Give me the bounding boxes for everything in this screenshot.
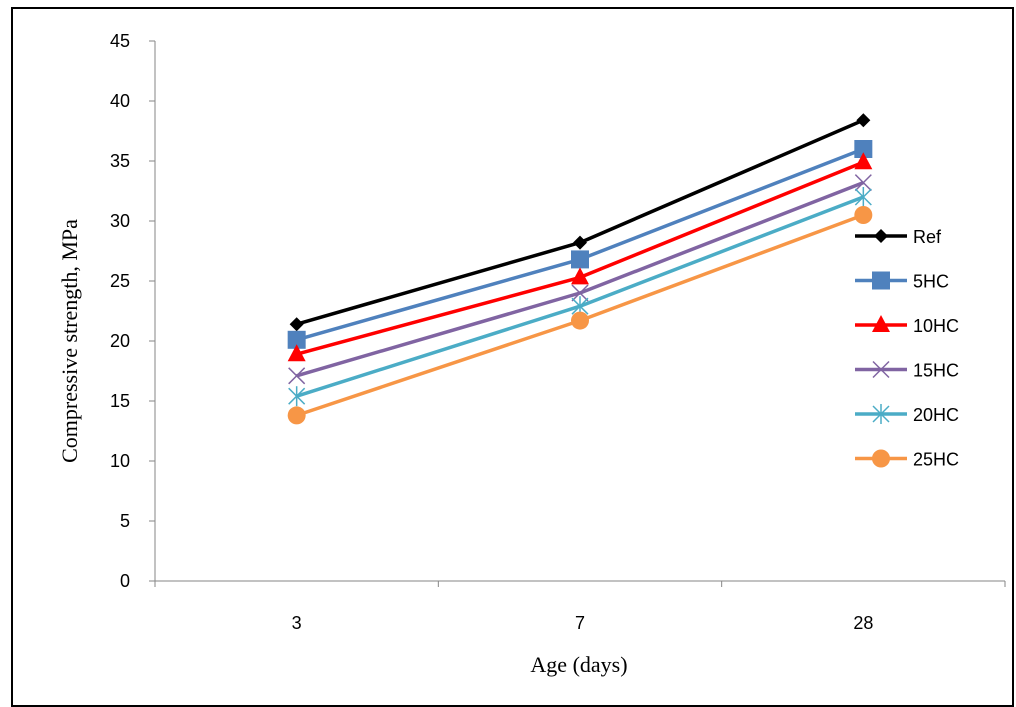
data-point [287, 330, 306, 349]
data-point [287, 406, 306, 425]
data-point [287, 344, 306, 362]
data-point [854, 152, 873, 170]
data-point [854, 140, 873, 158]
line-chart: 0 5 10 15 20 25 30 35 40 45 3 7 28 Ref 5HC 10HC 15HC 20H… [57, 31, 1006, 677]
legend-item-5hc: 5HC [855, 271, 949, 292]
data-point [571, 250, 589, 269]
legend-item-15hc: 15HC [855, 361, 959, 381]
marker-stroke [872, 360, 890, 379]
legend-item-ref: Ref [855, 227, 942, 247]
x-tick-label: 7 [575, 613, 585, 633]
legend: Ref 5HC 10HC 15HC 20HC 25HC [855, 227, 959, 470]
y-tick-label: 35 [110, 151, 130, 171]
legend-item-25hc: 25HC [855, 449, 959, 470]
chart-frame [11, 7, 1014, 707]
y-axis-title: Compressive strength, MPa [57, 219, 82, 463]
legend-label: 10HC [913, 316, 959, 336]
y-tick-label: 5 [120, 511, 130, 531]
series-15hc [288, 174, 872, 385]
legend-marker [872, 360, 890, 379]
series-5hc [287, 140, 873, 349]
series-10hc [287, 152, 873, 362]
legend-marker [872, 315, 890, 332]
data-point [289, 317, 304, 332]
legend-label: 20HC [913, 405, 959, 425]
y-tick-label: 45 [110, 31, 130, 51]
legend-marker [872, 404, 890, 424]
series-layer [287, 113, 873, 425]
y-tick-label: 15 [110, 391, 130, 411]
x-axis-title: Age (days) [530, 652, 627, 677]
data-point [854, 187, 872, 207]
data-point [854, 174, 872, 192]
data-point [571, 267, 589, 285]
data-point [854, 206, 873, 224]
legend-label: 25HC [913, 450, 959, 470]
legend-label: Ref [913, 227, 942, 247]
data-point [573, 235, 587, 250]
data-point [288, 367, 306, 385]
data-point [288, 386, 306, 407]
marker-stroke [854, 174, 872, 192]
series-25hc [287, 206, 873, 425]
y-tick-label: 20 [110, 331, 130, 351]
series-20hc [288, 187, 872, 407]
legend-marker [872, 271, 890, 290]
x-tick-label: 3 [292, 613, 302, 633]
y-tick-label: 25 [110, 271, 130, 291]
series-ref [289, 113, 871, 332]
legend-label: 15HC [913, 361, 959, 381]
y-tick-label: 0 [120, 571, 130, 591]
x-tick-label: 28 [853, 613, 873, 633]
legend-label: 5HC [913, 272, 949, 292]
marker-stroke [571, 284, 589, 302]
data-point [571, 311, 589, 330]
legend-marker [872, 449, 890, 468]
y-tick-label: 40 [110, 91, 130, 111]
legend-item-20hc: 20HC [855, 404, 959, 425]
axes: 0 5 10 15 20 25 30 35 40 45 3 7 28 [110, 31, 1006, 633]
legend-item-10hc: 10HC [855, 315, 959, 336]
marker-stroke [288, 367, 306, 385]
data-point [571, 284, 589, 302]
y-tick-label: 10 [110, 451, 130, 471]
y-tick-label: 30 [110, 211, 130, 231]
data-point [856, 113, 871, 128]
legend-marker [874, 229, 888, 243]
